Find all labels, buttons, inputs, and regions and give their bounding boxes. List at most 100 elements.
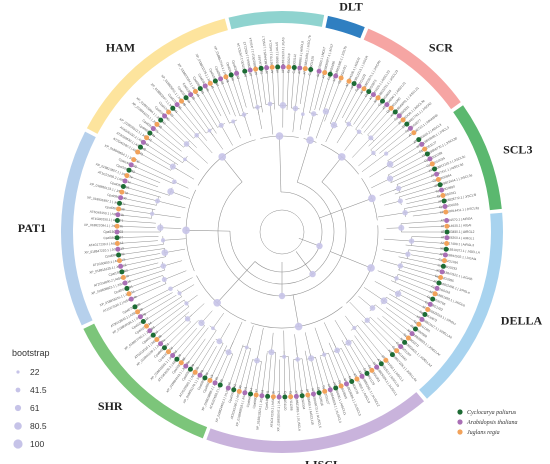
leaf-label: XP_018821881.1 | JrLISCL6 — [294, 390, 302, 431]
species-tip-marker — [443, 246, 449, 252]
leaf-branch — [273, 352, 276, 394]
species-legend-name: Cyclocarya paliurus — [467, 410, 517, 416]
clade-ring-segment — [83, 323, 208, 439]
species-tip-marker — [380, 98, 386, 104]
subclade-stem — [179, 284, 195, 294]
leaf-branch — [377, 317, 403, 341]
leaf-branch — [405, 244, 444, 250]
bootstrap-legend-value: 61 — [30, 403, 40, 413]
subclade-stem — [358, 152, 374, 167]
species-tip-marker — [293, 393, 299, 399]
leaf-branch — [122, 203, 156, 210]
subclade-stem — [383, 238, 412, 242]
leaf-branch — [148, 139, 183, 163]
bootstrap-circle — [231, 119, 236, 124]
leaf-branch — [330, 83, 349, 124]
leaf-branch — [379, 130, 409, 154]
leaf-label: Cpal09G0690 — [107, 193, 127, 201]
clade-label: SCL3 — [503, 142, 532, 156]
species-tip-marker — [124, 173, 130, 179]
species-tip-marker — [218, 76, 224, 82]
species-tip-marker — [383, 357, 389, 363]
leaf-branch — [120, 214, 152, 219]
leaf-branch — [221, 353, 233, 383]
leaf-branch — [391, 280, 431, 299]
leaf-branch — [394, 180, 436, 195]
leaf-branch — [245, 74, 254, 109]
clade-ring-segment — [363, 28, 461, 110]
leaf-label: Cpal07G0766 — [427, 295, 447, 307]
species-tip-marker — [269, 64, 275, 70]
clade-ring-segment — [61, 131, 96, 326]
species-tip-marker — [419, 141, 425, 147]
species-tip-marker — [242, 390, 248, 396]
leaf-label: XP_018828772.1 | JrSCL3f — [438, 193, 477, 204]
bootstrap-circle — [394, 290, 402, 297]
leaf-branch — [221, 81, 236, 117]
subclade-stem — [304, 332, 312, 359]
bootstrap-circle — [184, 316, 191, 322]
leaf-branch — [375, 125, 405, 152]
species-tip-marker — [440, 263, 446, 269]
species-tip-marker — [265, 393, 271, 399]
leaf-branch — [256, 361, 262, 393]
species-tip-marker — [118, 195, 124, 201]
bootstrap-circle — [380, 297, 388, 305]
leaf-branch — [288, 356, 291, 394]
species-tip-marker — [126, 291, 132, 297]
bootstrap-circle — [160, 263, 167, 269]
species-tip-marker — [370, 92, 376, 98]
subclade-stem — [361, 153, 387, 172]
leaf-branch — [349, 94, 368, 123]
species-tip-marker — [231, 387, 237, 393]
species-tip-marker — [212, 380, 218, 386]
leaf-branch — [191, 330, 217, 367]
bootstrap-circle — [322, 108, 330, 115]
species-tip-marker — [322, 388, 328, 394]
clade-ring — [61, 10, 503, 453]
leaf-branch — [174, 110, 199, 138]
leaf-label: AT1G50600.1 | AtSCL5 — [93, 257, 126, 267]
species-tip-marker — [444, 217, 450, 223]
bootstrap-circle — [150, 211, 155, 216]
bootstrap-circle — [300, 112, 305, 117]
subclade-stem — [160, 227, 182, 229]
bootstrap-circle — [292, 105, 299, 112]
species-tip-marker — [202, 83, 208, 89]
species-tip-marker — [422, 146, 428, 152]
leaf-branch — [396, 292, 426, 309]
leaf-branch — [278, 359, 281, 394]
subclade-stem — [271, 332, 274, 353]
leaf-label: Cpal15G1503 — [103, 230, 123, 234]
species-tip-marker — [174, 356, 180, 362]
leaf-label: AT1G55580.1 | AtLAS — [275, 42, 280, 73]
clade-ring-segment — [419, 212, 503, 399]
leaf-branch — [137, 288, 171, 306]
leaf-label: XP_018822094.1 | JrPAT1b — [84, 223, 124, 228]
leaf-branch — [363, 106, 386, 133]
species-tip-marker — [197, 372, 203, 378]
leaf-branch — [401, 261, 440, 272]
species-tip-marker — [396, 113, 402, 119]
species-tip-marker — [282, 394, 288, 400]
leaf-label: Cpal03G0890 — [435, 185, 455, 194]
bootstrap-circle — [177, 291, 182, 296]
leaf-branch — [406, 195, 441, 205]
bootstrap-circle — [368, 135, 374, 141]
species-tip-marker — [228, 72, 234, 78]
leaf-branch — [341, 88, 358, 119]
subclade-stem — [196, 135, 213, 154]
species-tip-marker — [388, 105, 394, 111]
bootstrap-legend-value: 22 — [30, 367, 40, 377]
bootstrap-circle — [244, 345, 249, 350]
bootstrap-circle — [397, 198, 403, 204]
bootstrap-circle — [384, 151, 389, 156]
species-tip-marker — [361, 86, 367, 92]
leaf-label: AT5G66770.1 | AtSCL4 — [268, 40, 274, 73]
leaf-label: Cpal05G0219 — [286, 53, 291, 73]
bootstrap-circle — [330, 121, 338, 129]
species-tip-marker — [212, 78, 218, 84]
leaf-label: Cpal05G1388 — [105, 205, 125, 212]
clade-stem — [330, 251, 372, 269]
leaf-branch — [216, 83, 231, 115]
